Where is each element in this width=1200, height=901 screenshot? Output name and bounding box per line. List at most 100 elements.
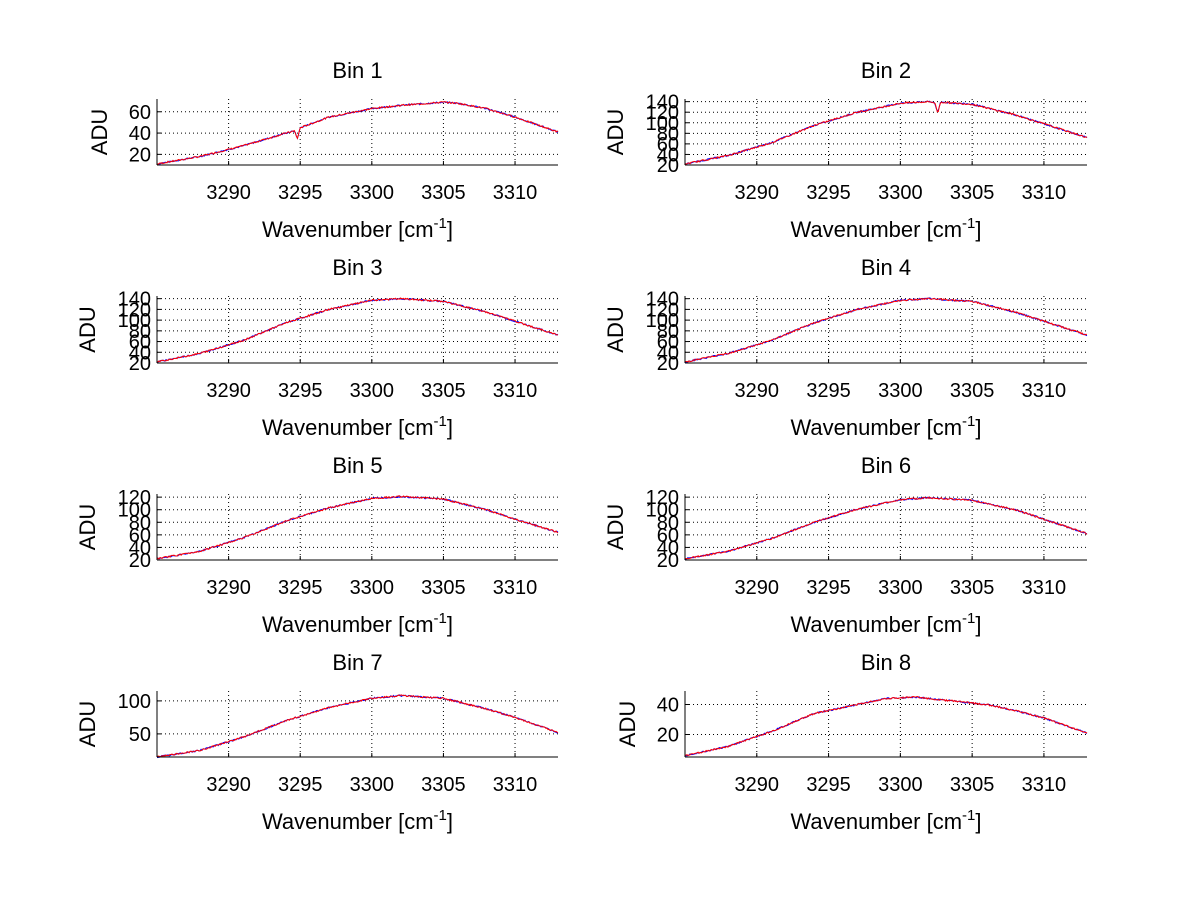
y-axis-label: ADU	[75, 701, 100, 747]
x-axis-label-exponent: -1	[962, 215, 975, 232]
y-tick-label: 120	[646, 102, 679, 124]
x-tick-label: 3295	[806, 182, 851, 204]
x-axis-label: Wavenumber [cm-1]	[790, 215, 981, 242]
x-tick-label: 3290	[206, 182, 251, 204]
subplot-title: Bin 7	[332, 650, 382, 675]
y-tick-label: 20	[129, 550, 151, 572]
x-axis-label-text: Wavenumber [cm	[790, 809, 962, 834]
x-tick-label: 3300	[350, 182, 395, 204]
series-line-red	[684, 695, 1088, 757]
series-line-red	[156, 694, 559, 758]
y-tick-label: 140	[118, 289, 151, 311]
x-tick-label: 3305	[950, 774, 995, 796]
y-tick-label: 100	[646, 113, 679, 135]
y-tick-label: 140	[646, 289, 679, 311]
y-tick-label: 20	[657, 725, 679, 747]
y-tick-label: 40	[657, 144, 679, 166]
y-tick-label: 80	[657, 123, 679, 145]
x-axis-label-text: Wavenumber [cm	[262, 612, 434, 637]
x-axis-label: Wavenumber [cm-1]	[262, 807, 453, 834]
x-axis-label-text: Wavenumber [cm	[790, 217, 962, 242]
x-axis-label-text: Wavenumber [cm	[262, 217, 434, 242]
x-axis-label-bracket: ]	[975, 809, 981, 834]
y-tick-label: 120	[646, 487, 679, 509]
x-tick-label: 3295	[278, 577, 323, 599]
x-tick-label: 3300	[350, 380, 395, 402]
x-axis-label: Wavenumber [cm-1]	[790, 413, 981, 440]
x-tick-label: 3310	[1022, 380, 1067, 402]
x-tick-label: 3310	[493, 380, 538, 402]
x-tick-label: 3310	[1022, 577, 1067, 599]
subplot-title: Bin 4	[861, 255, 911, 280]
x-tick-label: 3300	[350, 774, 395, 796]
y-tick-label: 60	[657, 332, 679, 354]
series-line-red	[156, 101, 559, 165]
x-tick-label: 3290	[206, 774, 251, 796]
y-tick-label: 40	[657, 537, 679, 559]
y-tick-label: 40	[657, 695, 679, 717]
y-tick-label: 20	[657, 353, 679, 375]
x-tick-label: 3295	[806, 380, 851, 402]
series-line-blue	[684, 297, 1088, 364]
y-tick-label: 100	[118, 691, 151, 713]
x-tick-label: 3305	[950, 380, 995, 402]
x-axis-label-bracket: ]	[447, 612, 453, 637]
y-tick-label: 120	[646, 299, 679, 321]
x-tick-label: 3290	[206, 577, 251, 599]
y-axis-label: ADU	[603, 109, 628, 155]
x-axis-label: Wavenumber [cm-1]	[262, 413, 453, 440]
y-tick-label: 120	[118, 299, 151, 321]
x-axis-label-text: Wavenumber [cm	[790, 415, 962, 440]
x-axis-label-bracket: ]	[447, 217, 453, 242]
x-tick-label: 3305	[421, 577, 466, 599]
y-tick-label: 120	[118, 487, 151, 509]
y-tick-label: 20	[129, 353, 151, 375]
y-axis-label: ADU	[75, 306, 100, 352]
y-tick-label: 40	[657, 342, 679, 364]
y-tick-label: 60	[129, 102, 151, 124]
x-axis-label-exponent: -1	[962, 610, 975, 627]
x-tick-label: 3290	[735, 182, 780, 204]
x-axis-label-bracket: ]	[975, 217, 981, 242]
series-line-blue	[684, 696, 1088, 757]
x-tick-label: 3300	[878, 577, 923, 599]
x-tick-label: 3310	[1022, 182, 1067, 204]
y-axis-label: ADU	[87, 109, 112, 155]
y-tick-label: 60	[129, 525, 151, 547]
x-axis-label-text: Wavenumber [cm	[262, 809, 434, 834]
x-axis-label: Wavenumber [cm-1]	[262, 610, 453, 637]
y-tick-label: 80	[657, 512, 679, 534]
y-tick-label: 50	[129, 724, 151, 746]
y-axis-label: ADU	[603, 306, 628, 352]
y-tick-label: 100	[646, 310, 679, 332]
x-tick-label: 3290	[735, 774, 780, 796]
subplot-title: Bin 3	[332, 255, 382, 280]
subplot-bin-7: 3290 3295 3300 3305 3310 50 100 Bin 7 Wavenumber…	[75, 650, 559, 834]
x-tick-label: 3310	[493, 577, 538, 599]
y-tick-label: 60	[129, 332, 151, 354]
series-line-red	[156, 495, 559, 560]
x-axis-label-exponent: -1	[434, 413, 447, 430]
series-line-blue	[684, 496, 1088, 560]
y-tick-label: 20	[657, 550, 679, 572]
x-axis-label-text: Wavenumber [cm	[790, 612, 962, 637]
x-tick-label: 3295	[806, 774, 851, 796]
x-axis-label-exponent: -1	[962, 807, 975, 824]
x-tick-label: 3310	[1022, 774, 1067, 796]
x-tick-label: 3295	[806, 577, 851, 599]
series-line-red	[156, 297, 559, 363]
y-tick-label: 40	[129, 342, 151, 364]
x-axis-label: Wavenumber [cm-1]	[262, 215, 453, 242]
y-tick-label: 20	[657, 155, 679, 177]
x-axis-label: Wavenumber [cm-1]	[790, 807, 981, 834]
y-axis-label: ADU	[615, 701, 640, 747]
x-tick-label: 3300	[878, 774, 923, 796]
x-tick-label: 3295	[278, 380, 323, 402]
y-tick-label: 20	[129, 144, 151, 166]
x-tick-label: 3305	[421, 774, 466, 796]
series-line-red	[685, 496, 1088, 560]
x-axis-label-exponent: -1	[434, 610, 447, 627]
